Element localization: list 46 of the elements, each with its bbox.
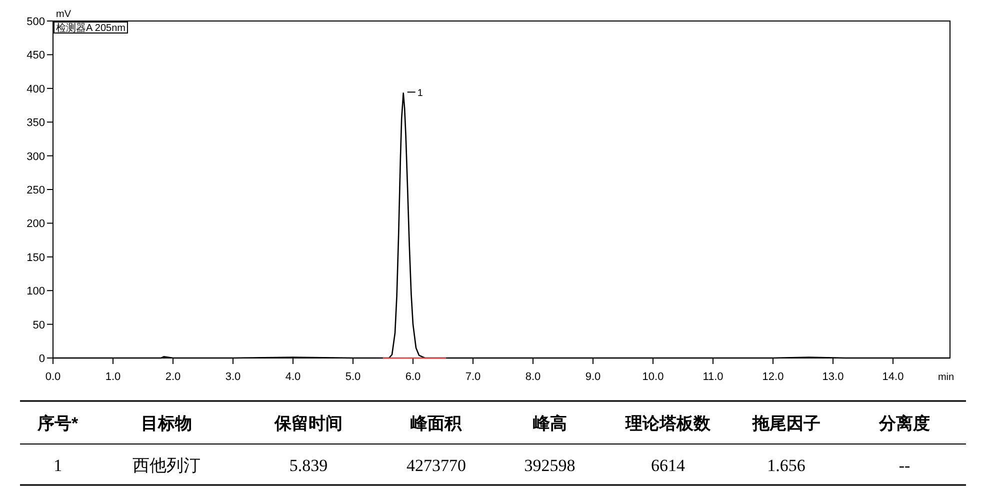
x-tick-label: 3.0 bbox=[225, 371, 241, 383]
y-tick-label: 100 bbox=[26, 286, 45, 298]
y-tick-label: 150 bbox=[26, 252, 45, 264]
text: 1.656 bbox=[767, 456, 806, 475]
x-tick-label: 0.0 bbox=[45, 371, 61, 383]
x-tick-label: 13.0 bbox=[822, 371, 844, 383]
text: 5.839 bbox=[289, 456, 328, 475]
y-tick-label: 500 bbox=[26, 16, 45, 28]
y-tick-label: 200 bbox=[26, 218, 45, 230]
text: 保留时间 bbox=[274, 414, 343, 433]
x-tick-label: 4.0 bbox=[285, 371, 301, 383]
y-tick-label: 400 bbox=[26, 83, 45, 96]
text: 峰高 bbox=[532, 414, 567, 433]
text: 4273770 bbox=[406, 456, 466, 475]
text: 6614 bbox=[651, 456, 686, 475]
text: 1 bbox=[54, 456, 62, 475]
text: 峰面积 bbox=[410, 414, 463, 433]
x-tick-label: 11.0 bbox=[702, 371, 724, 383]
x-tick-label: 1.0 bbox=[105, 371, 121, 383]
x-tick-label: 8.0 bbox=[525, 371, 541, 383]
x-tick-label: 2.0 bbox=[165, 371, 181, 383]
text: 序号* bbox=[36, 414, 79, 433]
text: 西他列汀 bbox=[132, 456, 201, 475]
x-tick-label: 9.0 bbox=[585, 371, 601, 383]
y-tick-label: 50 bbox=[32, 319, 45, 332]
text: -- bbox=[898, 456, 911, 475]
annotation: 检测器A 205nm bbox=[56, 22, 126, 34]
text: 392598 bbox=[524, 456, 576, 475]
x-tick-label: 7.0 bbox=[465, 371, 481, 383]
x-tick-label: 6.0 bbox=[405, 371, 421, 383]
y-tick-label: 350 bbox=[26, 117, 45, 130]
x-tick-label: 12.0 bbox=[762, 371, 784, 383]
x-tick-label: 10.0 bbox=[642, 371, 664, 383]
y-tick-label: 300 bbox=[26, 150, 45, 163]
x-tick-label: 5.0 bbox=[345, 371, 361, 383]
y-tick-label: 450 bbox=[26, 50, 45, 62]
text: 拖尾因子 bbox=[751, 414, 820, 433]
x-tick-label: 14.0 bbox=[882, 371, 904, 383]
text: 分离度 bbox=[878, 414, 930, 433]
text: 理论塔板数 bbox=[624, 414, 712, 433]
y-tick-label: 0 bbox=[38, 353, 45, 365]
text: 目标物 bbox=[141, 414, 192, 433]
annotation: 1 bbox=[417, 88, 424, 100]
x-axis-title: min bbox=[938, 372, 954, 383]
y-axis-title: mV bbox=[56, 9, 72, 20]
y-tick-label: 250 bbox=[26, 184, 45, 196]
